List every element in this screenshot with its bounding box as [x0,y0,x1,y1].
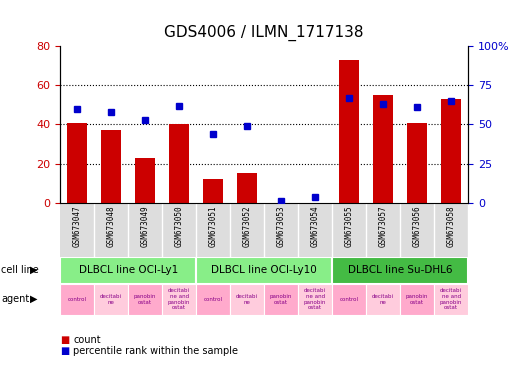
Bar [237,174,257,203]
Text: decitabi
ne and
panobin
ostat: decitabi ne and panobin ostat [304,288,326,310]
Bar [169,124,189,203]
Text: panobin
ostat: panobin ostat [406,294,428,305]
Bar [339,60,359,203]
Bar [434,283,468,315]
Text: decitabi
ne: decitabi ne [372,294,394,305]
Bar [264,283,298,315]
Text: decitabi
ne and
panobin
ostat: decitabi ne and panobin ostat [168,288,190,310]
Text: panobin
ostat: panobin ostat [134,294,156,305]
Text: DLBCL line OCI-Ly1: DLBCL line OCI-Ly1 [78,265,178,275]
Text: DLBCL line OCI-Ly10: DLBCL line OCI-Ly10 [211,265,317,275]
Text: decitabi
ne and
panobin
ostat: decitabi ne and panobin ostat [440,288,462,310]
Text: cell line: cell line [1,265,39,275]
Bar [67,122,87,203]
Text: GSM673050: GSM673050 [175,205,184,247]
Text: GSM673054: GSM673054 [311,205,320,247]
Text: ■: ■ [60,335,70,345]
Bar [196,257,332,283]
Text: decitabi
ne: decitabi ne [236,294,258,305]
Bar [366,283,400,315]
Text: GSM673058: GSM673058 [447,205,456,247]
Text: ▶: ▶ [30,265,38,275]
Bar [135,158,155,203]
Text: GSM673052: GSM673052 [243,205,252,247]
Text: control: control [203,297,223,302]
Text: GSM673047: GSM673047 [73,205,82,247]
Text: panobin
ostat: panobin ostat [270,294,292,305]
Bar [298,283,332,315]
Text: ■: ■ [60,346,70,356]
Bar [407,122,427,203]
Bar [332,257,468,283]
Bar [94,283,128,315]
Text: control: control [67,297,87,302]
Text: GSM673056: GSM673056 [413,205,422,247]
Bar [441,99,461,203]
Bar [332,283,366,315]
Text: percentile rank within the sample: percentile rank within the sample [73,346,238,356]
Text: GSM673055: GSM673055 [345,205,354,247]
Text: ▶: ▶ [30,294,38,304]
Text: GSM673051: GSM673051 [209,205,218,247]
Bar [162,283,196,315]
Text: count: count [73,335,101,345]
Bar [230,283,264,315]
Text: control: control [339,297,359,302]
Bar [128,283,162,315]
Text: GSM673049: GSM673049 [141,205,150,247]
Text: GSM673048: GSM673048 [107,205,116,247]
Text: DLBCL line Su-DHL6: DLBCL line Su-DHL6 [348,265,452,275]
Bar [373,95,393,203]
Text: agent: agent [1,294,29,304]
Bar [60,283,94,315]
Bar [203,179,223,203]
Bar [60,257,196,283]
Bar [400,283,434,315]
Text: GSM673053: GSM673053 [277,205,286,247]
Text: GSM673057: GSM673057 [379,205,388,247]
Text: decitabi
ne: decitabi ne [100,294,122,305]
Text: GDS4006 / ILMN_1717138: GDS4006 / ILMN_1717138 [164,25,364,41]
Bar [101,130,121,203]
Bar [196,283,230,315]
